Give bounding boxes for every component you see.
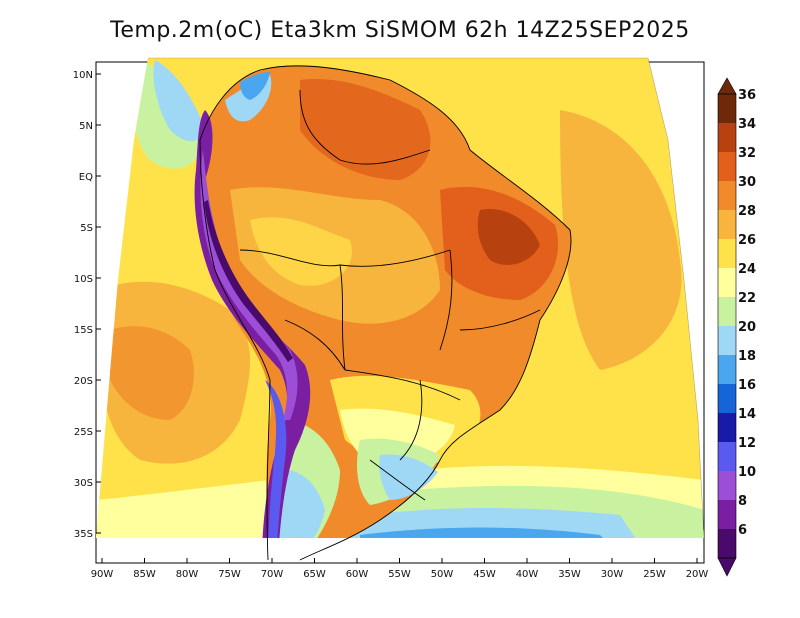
lon-tick-label: 80W: [176, 569, 199, 580]
colorbar: 6 8 10 12 14 16 18 20 22 24 26 28 30 32 34 36: [717, 77, 756, 577]
lon-tick-label: 50W: [431, 569, 454, 580]
longitude-axis: 90W 85W 80W 75W 70W 65W 60W 55W 50W 45W 40W 35W 30W 2…: [91, 558, 709, 580]
lon-tick-label: 40W: [516, 569, 539, 580]
colorbar-segment: [718, 297, 736, 326]
colorbar-label: 6: [738, 523, 747, 538]
colorbar-label: 16: [738, 378, 756, 393]
colorbar-segment: [718, 529, 736, 558]
colorbar-outline: [717, 93, 737, 559]
lat-tick-label: 35S: [74, 529, 93, 540]
political-borders: [199, 65, 572, 561]
lon-tick-label: 30W: [601, 569, 624, 580]
colorbar-min-arrow: [717, 557, 737, 577]
colorbar-label: 20: [738, 320, 756, 335]
colorbar-segment: [718, 413, 736, 442]
colorbar-segment: [718, 239, 736, 268]
colorbar-label: 28: [738, 204, 756, 219]
lon-tick-label: 55W: [388, 569, 411, 580]
lat-tick-label: 5N: [79, 121, 93, 132]
lon-tick-label: 90W: [91, 569, 114, 580]
colorbar-segment: [718, 471, 736, 500]
lon-tick-label: 70W: [261, 569, 284, 580]
colorbar-segment: [718, 152, 736, 181]
colorbar-label: 24: [738, 262, 756, 277]
lon-tick-label: 45W: [473, 569, 496, 580]
lon-tick-label: 65W: [303, 569, 326, 580]
lat-tick-label: 10S: [74, 274, 93, 285]
lon-tick-label: 35W: [558, 569, 581, 580]
colorbar-segment: [718, 384, 736, 413]
colorbar-label: 10: [738, 465, 756, 480]
lat-tick-label: 25S: [74, 427, 93, 438]
colorbar-label: 30: [738, 175, 756, 190]
colorbar-label: 14: [738, 407, 756, 422]
lon-tick-label: 20W: [686, 569, 709, 580]
colorbar-segment: [718, 123, 736, 152]
colorbar-segment: [718, 181, 736, 210]
lat-tick-label: 5S: [80, 223, 93, 234]
colorbar-label: 34: [738, 117, 756, 132]
colorbar-segment: [718, 442, 736, 471]
lon-tick-label: 85W: [133, 569, 156, 580]
lat-tick-label: 15S: [74, 325, 93, 336]
colorbar-segment: [718, 268, 736, 297]
lat-tick-label: 20S: [74, 376, 93, 387]
colorbar-segment: [718, 500, 736, 529]
temperature-field: [96, 58, 704, 538]
colorbar-label: 12: [738, 436, 756, 451]
lat-tick-label: 30S: [74, 478, 93, 489]
colorbar-max-arrow: [717, 77, 737, 95]
colorbar-label: 36: [738, 88, 756, 103]
lon-tick-label: 25W: [643, 569, 666, 580]
colorbar-label: 18: [738, 349, 756, 364]
lat-tick-label: 10N: [73, 70, 93, 81]
colorbar-segment: [718, 210, 736, 239]
map-title: Temp.2m(oC) Eta3km SiSMOM 62h 14Z25SEP20…: [110, 18, 690, 43]
lon-tick-label: 60W: [346, 569, 369, 580]
colorbar-segment: [718, 326, 736, 355]
colorbar-label: 8: [738, 494, 747, 509]
lat-tick-label: EQ: [79, 172, 93, 183]
colorbar-label: 32: [738, 146, 756, 161]
colorbar-segment: [718, 94, 736, 123]
colorbar-label: 26: [738, 233, 756, 248]
colorbar-label: 22: [738, 291, 756, 306]
lon-tick-label: 75W: [218, 569, 241, 580]
latitude-axis: 10N 5N EQ 5S 10S 15S 20S 25S 30S 35S: [73, 70, 101, 540]
colorbar-segment: [718, 355, 736, 384]
